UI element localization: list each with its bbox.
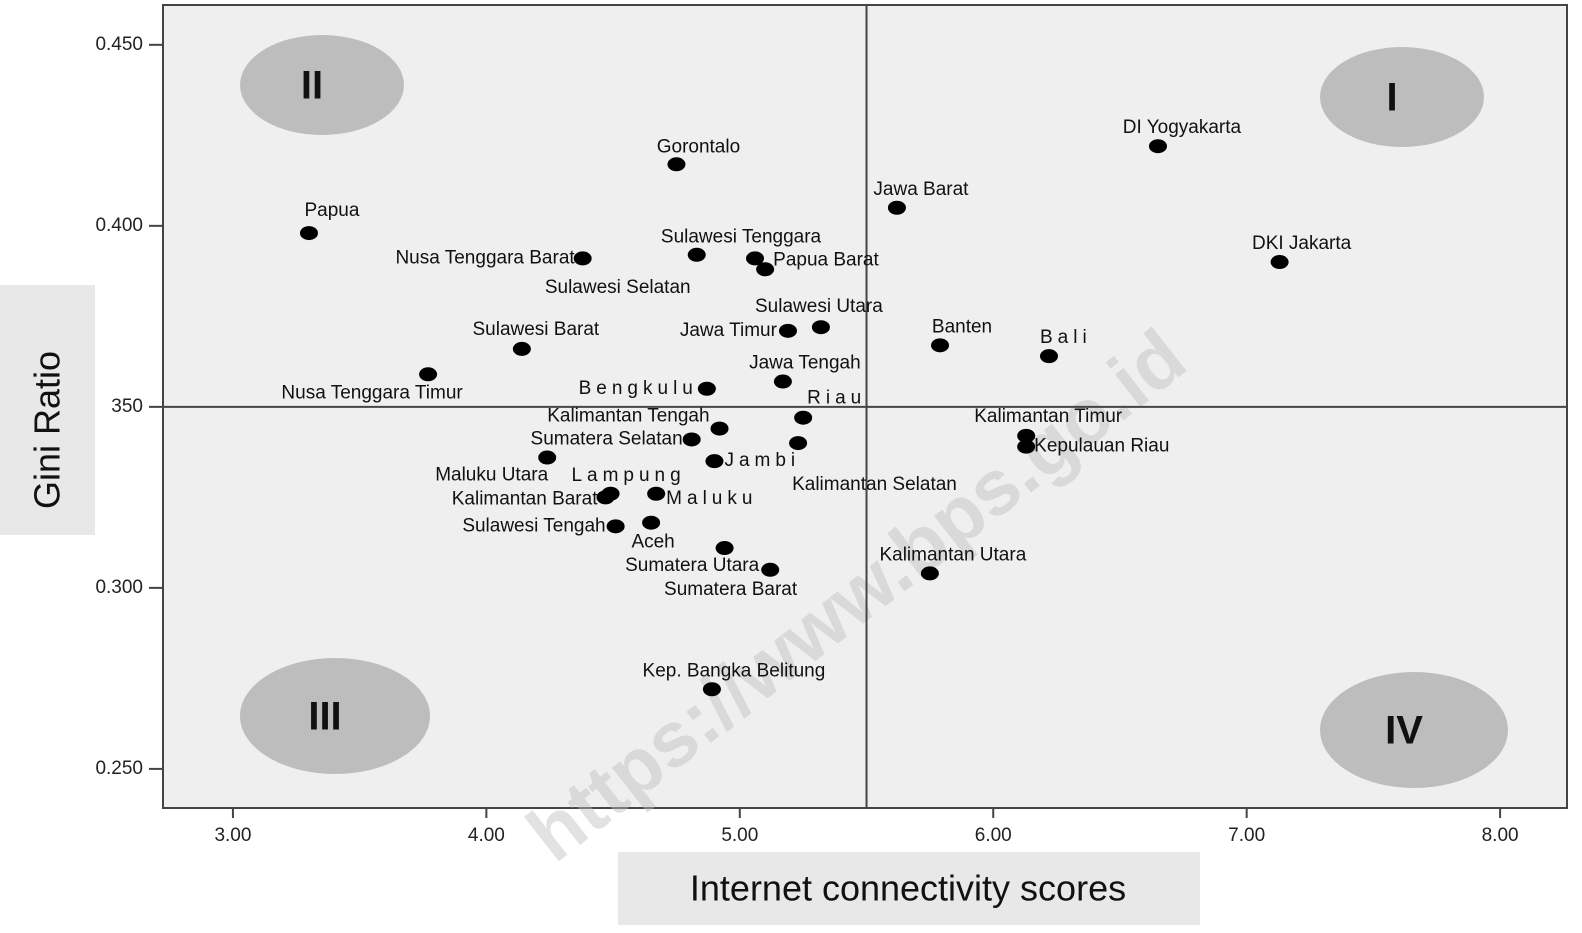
point — [596, 490, 615, 505]
point — [573, 251, 592, 266]
point-label: Bali — [1040, 327, 1092, 348]
point-label: Jambi — [724, 450, 800, 471]
point-label: Nusa Tenggara Timur — [281, 382, 463, 403]
point-label: Lampung — [571, 465, 685, 486]
point-label: Jawa Tengah — [749, 353, 861, 374]
point-label: DI Yogyakarta — [1123, 117, 1242, 138]
y-tick-label: 0.300 — [95, 577, 143, 598]
point-label: Kalimantan Timur — [974, 406, 1123, 427]
point-label: Maluku — [666, 488, 757, 509]
quadrant-badge — [240, 35, 404, 135]
point-label: Sulawesi Tenggara — [661, 226, 822, 247]
point — [606, 519, 625, 534]
point-label: Aceh — [631, 532, 674, 553]
quadrant-label: I — [1386, 76, 1397, 120]
quadrant-badge — [240, 658, 430, 774]
quadrant-label: III — [308, 695, 341, 739]
quadrant-label: II — [301, 64, 323, 108]
y-tick-label: 0.250 — [95, 758, 143, 779]
point — [794, 410, 813, 425]
point — [538, 450, 557, 465]
y-axis-title: Gini Ratio — [27, 351, 68, 509]
point — [778, 323, 797, 338]
point — [811, 320, 830, 335]
y-tick-label: 0.400 — [95, 215, 143, 236]
point — [682, 432, 701, 447]
point-label: Kalimantan Barat — [452, 488, 598, 509]
x-tick-label: 5.00 — [721, 825, 758, 846]
point-label: Kep. Bangka Belitung — [643, 660, 826, 681]
point-label: Sulawesi Selatan — [545, 277, 691, 298]
point-label: DKI Jakarta — [1252, 233, 1352, 254]
point — [773, 374, 792, 389]
quadrant-badge — [1320, 672, 1508, 788]
point — [1039, 349, 1058, 364]
point — [761, 562, 780, 577]
point — [667, 157, 686, 172]
point-label: Kalimantan Utara — [879, 544, 1026, 565]
point-label: Gorontalo — [657, 136, 740, 157]
point-label: Kalimantan Tengah — [547, 406, 709, 427]
point — [702, 682, 721, 697]
point — [642, 515, 661, 530]
point-label: Sumatera Utara — [625, 555, 760, 576]
point — [756, 262, 775, 277]
y-tick-label: 350 — [111, 396, 143, 417]
y-tick-label: 0.450 — [95, 34, 143, 55]
point-label: Jawa Barat — [873, 179, 969, 200]
point-label: Bengkulu — [579, 378, 698, 399]
point — [746, 251, 765, 266]
point — [710, 421, 729, 436]
point-label: Papua — [304, 200, 359, 221]
point — [647, 486, 666, 501]
x-axis-title: Internet connectivity scores — [690, 868, 1126, 909]
x-tick-label: 3.00 — [214, 825, 251, 846]
point — [1270, 255, 1289, 270]
x-tick-label: 4.00 — [468, 825, 505, 846]
point — [687, 247, 706, 262]
point-label: Sulawesi Utara — [755, 296, 883, 317]
point — [1148, 139, 1167, 154]
point-label: Kepulauan Riau — [1034, 436, 1169, 457]
point — [1017, 428, 1036, 443]
point — [789, 436, 808, 451]
point — [715, 541, 734, 556]
y-title-box — [0, 285, 95, 535]
point — [299, 226, 318, 241]
quadrant-label: IV — [1385, 709, 1423, 753]
x-tick-label: 6.00 — [975, 825, 1012, 846]
point-label: Jawa Timur — [680, 320, 778, 341]
point-label: Sulawesi Tengah — [462, 515, 605, 536]
x-title-box — [618, 852, 1200, 925]
point-label: Banten — [932, 316, 992, 337]
point-label: Sulawesi Barat — [472, 319, 599, 340]
point — [512, 341, 531, 356]
point — [705, 454, 724, 469]
point — [1017, 439, 1036, 454]
point-label: Riau — [807, 388, 866, 409]
point-label: Nusa Tenggara Barat — [395, 247, 575, 268]
point — [931, 338, 950, 353]
point-label: Maluku Utara — [435, 465, 548, 486]
point — [697, 381, 716, 396]
point — [887, 200, 906, 215]
quadrant-badge — [1320, 47, 1484, 147]
x-tick-label: 8.00 — [1482, 825, 1519, 846]
point-label: Kalimantan Selatan — [792, 474, 957, 495]
point — [419, 367, 438, 382]
point-label: Sumatera Barat — [664, 579, 798, 600]
point-label: Papua Barat — [773, 249, 879, 270]
point — [920, 566, 939, 581]
x-tick-label: 7.00 — [1228, 825, 1265, 846]
point-label: Sumatera Selatan — [531, 428, 683, 449]
